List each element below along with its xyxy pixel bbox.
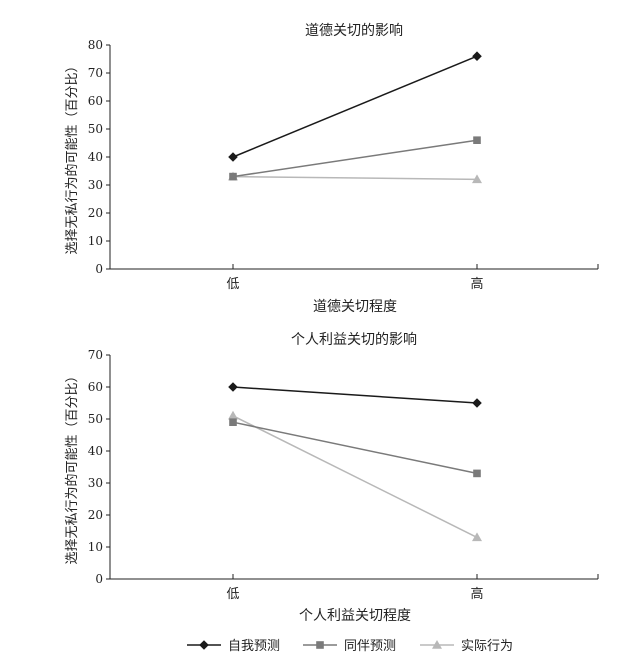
- y-tick-label: 30: [88, 476, 103, 490]
- data-point-self: [228, 382, 238, 392]
- data-point-peer: [473, 469, 481, 478]
- y-tick-label: 50: [88, 122, 103, 136]
- legend-label: 自我预测: [228, 639, 280, 654]
- x-tick-label: 低: [226, 587, 239, 602]
- y-tick-label: 70: [88, 348, 103, 362]
- x-tick-label: 低: [226, 277, 239, 292]
- data-point-actual: [228, 410, 238, 420]
- x-tick-label: 高: [470, 276, 483, 292]
- y-tick-label: 10: [88, 540, 103, 554]
- legend-label: 同伴预测: [344, 639, 396, 654]
- data-point-actual: [472, 174, 482, 184]
- series-line-self: [232, 55, 478, 158]
- y-tick-label: 50: [88, 412, 103, 426]
- y-tick-label: 60: [88, 94, 103, 108]
- y-tick-label: 20: [88, 206, 103, 220]
- data-point-self: [472, 51, 482, 61]
- y-tick-label: 80: [88, 38, 103, 52]
- chart-title: 个人利益关切的影响: [291, 332, 417, 348]
- y-tick-label: 40: [88, 444, 103, 458]
- x-axis-label: 道德关切程度: [313, 299, 397, 315]
- y-tick-label: 40: [88, 150, 103, 164]
- data-point-actual: [472, 532, 482, 542]
- data-point-self: [472, 398, 482, 408]
- y-axis-label: 选择无私行为的可能性（百分比）: [64, 369, 80, 564]
- y-tick-label: 0: [95, 262, 103, 276]
- legend: 自我预测 同伴预测 实际行为: [187, 639, 513, 654]
- y-tick-label: 10: [88, 234, 103, 248]
- legend-marker-square: [316, 641, 324, 649]
- legend-marker-triangle: [432, 640, 442, 649]
- data-point-self: [228, 152, 238, 162]
- series-line-actual: [232, 175, 478, 181]
- series-line-peer: [232, 421, 478, 475]
- data-point-peer: [229, 418, 237, 426]
- series-line-peer: [232, 139, 478, 178]
- chart-title: 道德关切的影响: [305, 23, 403, 39]
- y-tick-label: 30: [88, 178, 103, 192]
- y-tick-label: 60: [88, 380, 103, 394]
- y-tick-label: 0: [95, 572, 103, 586]
- y-tick-label: 70: [88, 66, 103, 80]
- x-tick-label: 高: [470, 586, 483, 602]
- x-axis-label: 个人利益关切程度: [299, 608, 411, 624]
- data-point-peer: [229, 172, 237, 181]
- y-tick-label: 20: [88, 508, 103, 522]
- legend-label: 实际行为: [461, 639, 513, 654]
- y-axis-label: 选择无私行为的可能性（百分比）: [64, 59, 80, 254]
- series-line-actual: [232, 415, 478, 539]
- series-line-self: [232, 386, 478, 404]
- legend-marker-diamond: [199, 640, 209, 650]
- data-point-peer: [473, 136, 481, 144]
